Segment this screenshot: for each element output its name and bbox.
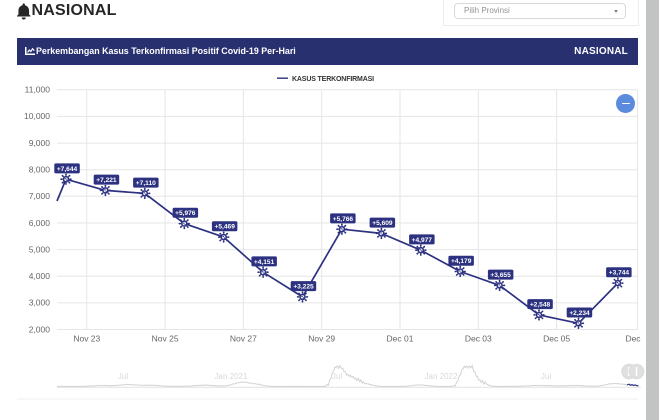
svg-text:+7,221: +7,221 xyxy=(96,177,117,184)
svg-text:+3,655: +3,655 xyxy=(490,272,511,279)
svg-text:Nov 29: Nov 29 xyxy=(308,334,335,344)
svg-text:9,000: 9,000 xyxy=(29,138,51,148)
svg-text:Dec 05: Dec 05 xyxy=(543,334,570,344)
svg-text:4,000: 4,000 xyxy=(29,271,51,281)
svg-text:+2,234: +2,234 xyxy=(569,310,590,317)
svg-text:5,000: 5,000 xyxy=(29,244,51,254)
svg-text:+3,744: +3,744 xyxy=(609,270,630,277)
svg-text:+3,225: +3,225 xyxy=(293,284,314,291)
svg-text:3,000: 3,000 xyxy=(29,298,51,308)
svg-text:+7,644: +7,644 xyxy=(57,166,78,173)
svg-text:Jul: Jul xyxy=(541,372,551,381)
svg-text:Dec 01: Dec 01 xyxy=(387,334,414,344)
svg-text:Nov 27: Nov 27 xyxy=(230,334,257,344)
svg-text:+5,976: +5,976 xyxy=(175,210,196,217)
svg-text:Dec: Dec xyxy=(625,334,641,344)
svg-text:Nov 23: Nov 23 xyxy=(73,334,100,344)
svg-text:+4,179: +4,179 xyxy=(451,258,472,265)
svg-text:Dec 03: Dec 03 xyxy=(465,334,492,344)
svg-text:2,000: 2,000 xyxy=(29,324,51,334)
svg-text:Jul: Jul xyxy=(332,372,342,381)
svg-text:Nov 25: Nov 25 xyxy=(152,334,179,344)
svg-text:10,000: 10,000 xyxy=(24,111,50,121)
svg-text:Jan 2022: Jan 2022 xyxy=(425,372,458,381)
svg-text:+5,469: +5,469 xyxy=(215,224,236,231)
svg-text:11,000: 11,000 xyxy=(25,85,51,95)
svg-text:Jul: Jul xyxy=(118,372,128,381)
svg-text:+5,766: +5,766 xyxy=(333,216,354,223)
svg-text:6,000: 6,000 xyxy=(29,218,51,228)
svg-text:+5,609: +5,609 xyxy=(372,220,393,227)
svg-text:+7,110: +7,110 xyxy=(136,180,156,187)
svg-text:7,000: 7,000 xyxy=(29,191,51,201)
svg-text:8,000: 8,000 xyxy=(29,165,51,175)
svg-text:Jan 2021: Jan 2021 xyxy=(215,372,248,381)
svg-text:+4,151: +4,151 xyxy=(254,259,275,266)
svg-text:KASUS TERKONFIRMASI: KASUS TERKONFIRMASI xyxy=(292,76,374,83)
svg-text:+4,977: +4,977 xyxy=(412,237,433,244)
svg-text:+2,548: +2,548 xyxy=(530,302,551,309)
